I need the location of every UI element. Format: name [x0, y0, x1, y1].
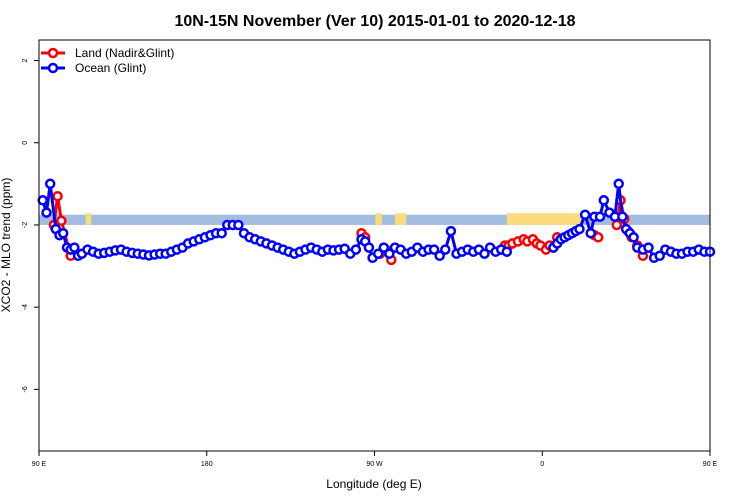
y-tick-label: 0 — [22, 141, 29, 145]
data-point — [44, 178, 56, 190]
y-tick-label: -4 — [22, 304, 29, 310]
y-axis-label: XCO2 - MLO trend (ppm) — [0, 178, 13, 313]
legend-marker — [47, 62, 59, 74]
data-point — [56, 215, 67, 227]
data-point — [501, 246, 513, 257]
land-patch — [395, 213, 407, 225]
data-point — [350, 244, 362, 255]
x-axis: 90 E 180 90 W 0 90 E — [32, 451, 718, 468]
legend: Land (Nadir&Glint)Ocean (Glint) — [41, 46, 174, 75]
y-tick-label: 2 — [22, 59, 29, 63]
data-point — [628, 232, 639, 243]
data-point — [445, 225, 457, 237]
data-point — [643, 242, 654, 253]
band-layer — [39, 213, 710, 225]
data-point — [592, 232, 604, 243]
data-point — [37, 195, 48, 206]
data-point — [579, 209, 591, 220]
land-patch — [375, 213, 382, 225]
data-point — [654, 250, 665, 262]
data-point — [613, 178, 624, 190]
x-tick-label: 90 W — [366, 461, 383, 468]
data-point — [57, 227, 69, 239]
y-tick-label: -6 — [22, 386, 29, 392]
data-point — [41, 207, 52, 218]
y-axis: 2 0 -2 -4 -6 — [22, 59, 39, 392]
legend-label: Ocean (Glint) — [75, 61, 146, 75]
legend-label: Land (Nadir&Glint) — [75, 46, 174, 60]
land-patch — [506, 213, 584, 225]
data-point — [69, 242, 80, 253]
data-point — [434, 250, 445, 262]
data-point — [384, 248, 395, 259]
data-point — [598, 195, 610, 206]
x-tick-label: 90 E — [32, 461, 47, 468]
data-point — [594, 211, 606, 222]
data-point — [428, 244, 440, 255]
series-layer — [37, 178, 716, 266]
data-point — [574, 223, 585, 235]
x-tick-label: 90 E — [703, 461, 718, 468]
data-point — [233, 219, 244, 231]
x-tick-label: 0 — [540, 461, 544, 468]
land-patch — [85, 213, 92, 225]
legend-marker — [47, 47, 59, 59]
data-point — [378, 242, 390, 253]
x-tick-label: 180 — [201, 461, 213, 468]
data-point — [52, 190, 63, 202]
plot-frame — [38, 39, 711, 452]
data-point — [216, 227, 227, 239]
band — [39, 214, 710, 225]
chart-title: 10N-15N November (Ver 10) 2015-01-01 to … — [174, 13, 575, 30]
data-point — [617, 211, 628, 222]
data-point — [611, 219, 623, 231]
data-point — [479, 248, 490, 259]
data-point — [585, 227, 596, 239]
data-point — [372, 248, 384, 259]
y-tick-label: -2 — [22, 222, 29, 228]
data-point — [363, 242, 375, 253]
data-point — [440, 244, 451, 255]
x-axis-label: Longitude (deg E) — [326, 477, 421, 491]
